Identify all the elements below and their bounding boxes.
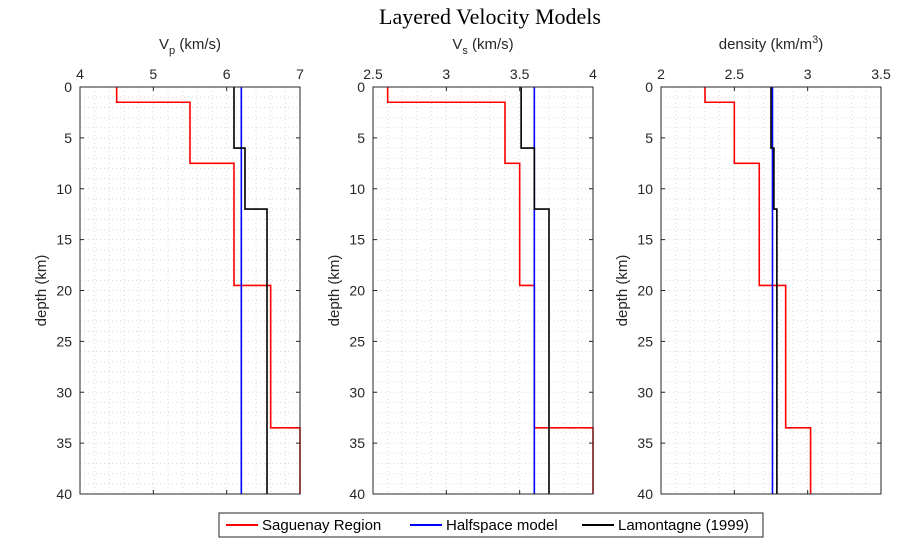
x-tick-label: 3.5	[871, 66, 891, 82]
x-tick-label: 6	[223, 66, 231, 82]
x-tick-label: 5	[149, 66, 157, 82]
y-axis-label: depth (km)	[33, 255, 50, 327]
series-lamontagne-1999	[520, 87, 550, 494]
y-tick-label: 0	[645, 79, 653, 95]
y-tick-label: 15	[349, 232, 365, 248]
y-tick-label: 5	[64, 130, 72, 146]
y-axis-label: depth (km)	[326, 255, 343, 327]
x-tick-label: 3.5	[510, 66, 530, 82]
x-tick-label: 2.5	[363, 66, 383, 82]
y-tick-label: 30	[56, 384, 72, 400]
y-tick-label: 10	[56, 181, 72, 197]
series-lamontagne-1999	[770, 87, 778, 494]
y-tick-label: 25	[56, 333, 72, 349]
y-axis-label: depth (km)	[614, 255, 631, 327]
y-tick-label: 35	[637, 435, 653, 451]
series-lamontagne-1999	[233, 87, 268, 494]
y-tick-label: 35	[349, 435, 365, 451]
y-tick-label: 15	[637, 232, 653, 248]
grid	[373, 87, 593, 494]
grid	[80, 87, 300, 494]
y-tick-label: 40	[349, 486, 365, 502]
y-tick-label: 25	[637, 333, 653, 349]
y-tick-label: 20	[56, 283, 72, 299]
x-axis-label: Vp (km/s)	[159, 36, 221, 57]
legend-item: Halfspace model	[410, 517, 558, 534]
y-tick-label: 0	[64, 79, 72, 95]
panel-3: 2 2.5 3 3.5 0 5 10 15 20 25 30 35 40 density (km/m3) d…	[614, 34, 891, 502]
legend-box	[218, 512, 764, 538]
y-tick-label: 25	[349, 333, 365, 349]
series-saguenay-region	[386, 87, 594, 494]
x-axis-label: density (km/m3)	[719, 34, 823, 53]
legend-label: Saguenay Region	[262, 517, 381, 534]
y-tick-label: 40	[637, 486, 653, 502]
legend: Saguenay Region Halfspace model Lamontagne…	[218, 512, 764, 538]
x-tick-label: 3	[442, 66, 450, 82]
y-tick-label: 40	[56, 486, 72, 502]
x-tick-label: 4	[589, 66, 597, 82]
y-tick-label: 20	[637, 283, 653, 299]
y-tick-label: 10	[349, 181, 365, 197]
panel-1: 4 5 6 7 0 5 10 15 20 25 30 35 40 Vp (km/s) depth (km)	[33, 36, 304, 502]
figure-title: Layered Velocity Models	[379, 4, 601, 29]
y-tick-label: 15	[56, 232, 72, 248]
series-saguenay-region	[704, 87, 812, 494]
x-tick-label: 7	[296, 66, 304, 82]
legend-item: Lamontagne (1999)	[582, 517, 749, 534]
y-tick-label: 5	[357, 130, 365, 146]
legend-item: Saguenay Region	[226, 517, 381, 534]
x-axis-label: Vs (km/s)	[452, 36, 513, 57]
x-tick-label: 4	[76, 66, 84, 82]
y-tick-label: 35	[56, 435, 72, 451]
y-tick-label: 0	[357, 79, 365, 95]
y-tick-label: 10	[637, 181, 653, 197]
x-tick-label: 2.5	[725, 66, 745, 82]
y-tick-label: 5	[645, 130, 653, 146]
x-tick-label: 2	[657, 66, 665, 82]
series-saguenay-region	[115, 87, 301, 494]
legend-label: Lamontagne (1999)	[618, 517, 749, 534]
legend-label: Halfspace model	[446, 517, 558, 534]
x-tick-label: 3	[804, 66, 812, 82]
y-tick-label: 30	[637, 384, 653, 400]
y-tick-label: 20	[349, 283, 365, 299]
grid	[661, 87, 881, 494]
y-tick-label: 30	[349, 384, 365, 400]
